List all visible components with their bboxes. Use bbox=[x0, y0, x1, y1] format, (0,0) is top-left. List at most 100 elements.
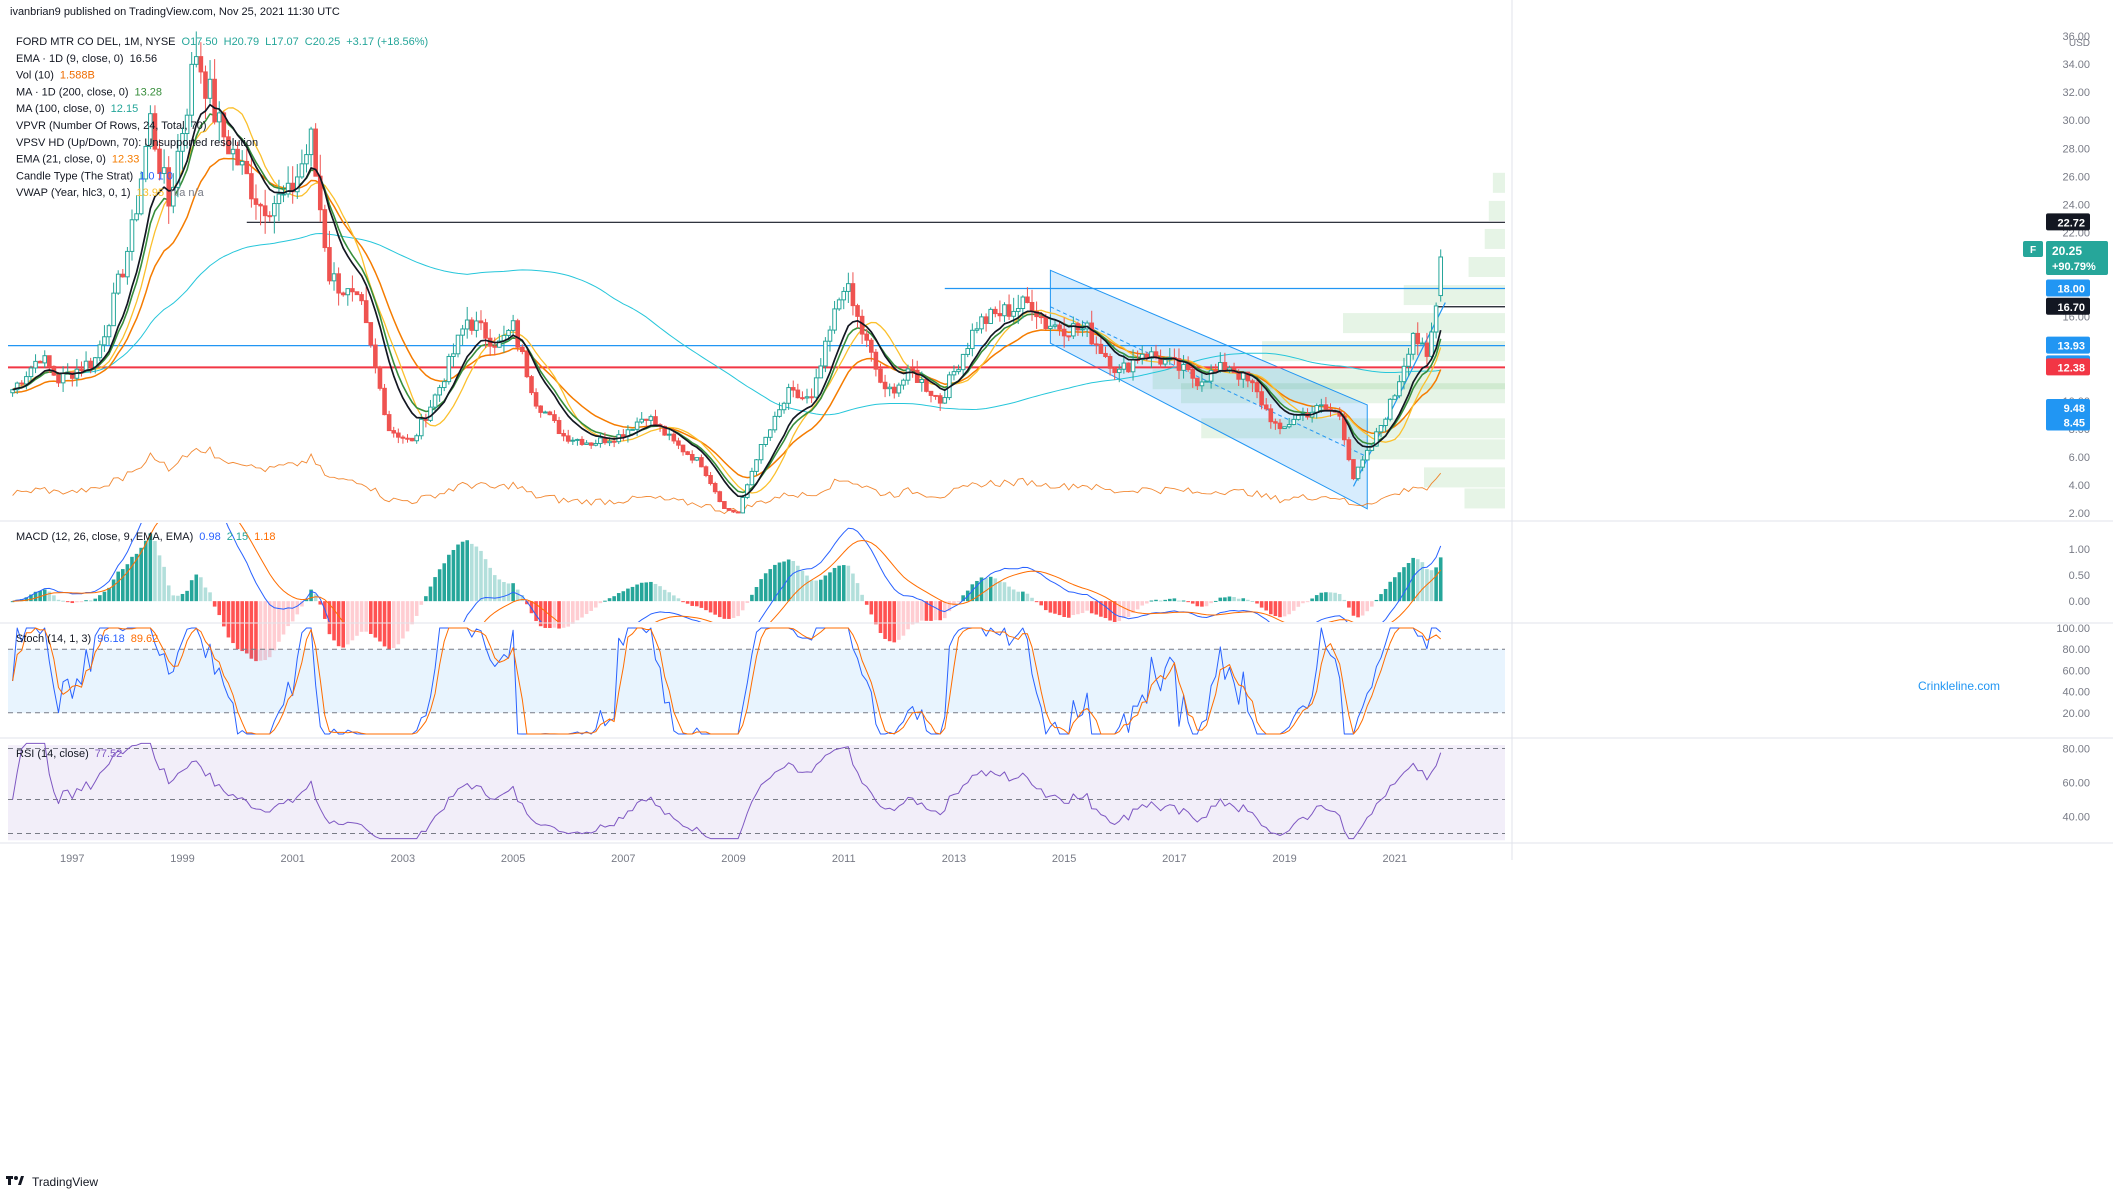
candle[interactable] bbox=[942, 397, 948, 404]
macd-bar[interactable] bbox=[254, 601, 258, 662]
candle[interactable] bbox=[510, 320, 516, 331]
macd-bar[interactable] bbox=[731, 601, 736, 618]
macd-bar[interactable] bbox=[1117, 601, 1122, 622]
macd-bar[interactable] bbox=[410, 601, 414, 625]
candle[interactable] bbox=[827, 329, 833, 342]
macd-bar[interactable] bbox=[649, 581, 653, 602]
tradingview-logo-icon[interactable] bbox=[6, 1176, 24, 1185]
candle[interactable] bbox=[1378, 425, 1384, 433]
macd-bar[interactable] bbox=[750, 594, 754, 602]
macd-bar[interactable] bbox=[29, 594, 33, 602]
macd-bar[interactable] bbox=[1172, 598, 1177, 602]
macd-bar[interactable] bbox=[616, 593, 621, 602]
macd-bar[interactable] bbox=[1076, 601, 1080, 615]
macd-bar[interactable] bbox=[469, 543, 474, 602]
macd-bar[interactable] bbox=[892, 601, 897, 643]
candle[interactable] bbox=[1121, 362, 1127, 370]
candle[interactable] bbox=[19, 382, 25, 385]
candle[interactable] bbox=[1355, 466, 1361, 480]
macd-bar[interactable] bbox=[258, 601, 263, 661]
candle[interactable] bbox=[152, 113, 158, 150]
candle[interactable] bbox=[239, 160, 245, 166]
macd-bar[interactable] bbox=[1030, 597, 1034, 602]
macd-bar[interactable] bbox=[593, 601, 598, 608]
candle[interactable] bbox=[97, 344, 103, 359]
candle[interactable] bbox=[630, 428, 635, 431]
macd-bar[interactable] bbox=[708, 601, 713, 613]
candle[interactable] bbox=[662, 425, 667, 436]
macd-bar[interactable] bbox=[479, 550, 483, 602]
macd-bar[interactable] bbox=[832, 567, 837, 602]
candle[interactable] bbox=[42, 355, 48, 364]
candle[interactable] bbox=[400, 436, 406, 439]
macd-bar[interactable] bbox=[497, 579, 502, 602]
candle[interactable] bbox=[726, 507, 732, 511]
macd-bar[interactable] bbox=[488, 567, 492, 602]
macd-bar[interactable] bbox=[378, 601, 382, 642]
macd-bar[interactable] bbox=[318, 601, 323, 605]
candle[interactable] bbox=[464, 319, 470, 330]
candle[interactable] bbox=[1103, 352, 1108, 358]
macd-bar[interactable] bbox=[107, 587, 111, 602]
price-tag[interactable] bbox=[2046, 297, 2090, 315]
candle[interactable] bbox=[1029, 302, 1035, 312]
macd-bar[interactable] bbox=[878, 601, 883, 633]
candle[interactable] bbox=[382, 387, 387, 416]
candle[interactable] bbox=[1149, 351, 1154, 359]
macd-bar[interactable] bbox=[1103, 601, 1108, 619]
candle[interactable] bbox=[474, 320, 479, 331]
macd-bar[interactable] bbox=[584, 601, 589, 615]
macd-bar[interactable] bbox=[75, 601, 79, 603]
candle[interactable] bbox=[423, 418, 429, 421]
candle[interactable] bbox=[1130, 358, 1136, 373]
candle[interactable] bbox=[1038, 316, 1044, 319]
macd-bar[interactable] bbox=[189, 580, 194, 602]
candle[interactable] bbox=[809, 396, 814, 399]
macd-bar[interactable] bbox=[65, 601, 70, 603]
macd-bar[interactable] bbox=[1016, 591, 1021, 602]
macd-bar[interactable] bbox=[442, 563, 447, 602]
macd-bar[interactable] bbox=[1204, 601, 1209, 607]
macd-bar[interactable] bbox=[933, 601, 938, 621]
candle[interactable] bbox=[1374, 431, 1379, 447]
candle[interactable] bbox=[1360, 459, 1365, 468]
candle[interactable] bbox=[772, 415, 778, 431]
candle[interactable] bbox=[1415, 332, 1421, 345]
macd-bar[interactable] bbox=[814, 580, 818, 602]
candle[interactable] bbox=[432, 394, 438, 408]
candle[interactable] bbox=[979, 316, 984, 330]
candle[interactable] bbox=[542, 411, 548, 414]
macd-bar[interactable] bbox=[1388, 581, 1392, 602]
candle[interactable] bbox=[340, 292, 346, 296]
candle[interactable] bbox=[1346, 439, 1352, 461]
macd-bar[interactable] bbox=[1236, 598, 1241, 602]
candle[interactable] bbox=[1176, 358, 1182, 371]
candle[interactable] bbox=[680, 444, 686, 453]
candle[interactable] bbox=[836, 299, 842, 310]
macd-bar[interactable] bbox=[979, 577, 984, 602]
macd-bar[interactable] bbox=[1246, 599, 1250, 602]
macd-bar[interactable] bbox=[428, 586, 433, 602]
macd-bar[interactable] bbox=[1241, 598, 1246, 602]
macd-bar[interactable] bbox=[401, 601, 405, 639]
candle[interactable] bbox=[529, 376, 534, 394]
candle[interactable] bbox=[33, 360, 38, 369]
candle[interactable] bbox=[1217, 362, 1223, 371]
macd-bar[interactable] bbox=[1374, 599, 1379, 602]
candle[interactable] bbox=[1112, 367, 1117, 374]
candle[interactable] bbox=[1190, 369, 1196, 379]
candle[interactable] bbox=[276, 193, 282, 205]
macd-bar[interactable] bbox=[19, 599, 24, 602]
candle[interactable] bbox=[1424, 342, 1430, 357]
candle[interactable] bbox=[1098, 343, 1104, 354]
macd-bar[interactable] bbox=[534, 601, 538, 622]
candle[interactable] bbox=[988, 308, 993, 324]
macd-bar[interactable] bbox=[942, 601, 947, 619]
candle[interactable] bbox=[965, 348, 971, 355]
macd-bar[interactable] bbox=[502, 582, 506, 602]
macd-bar[interactable] bbox=[1048, 601, 1053, 613]
candle[interactable] bbox=[28, 367, 34, 378]
macd-bar[interactable] bbox=[419, 601, 424, 605]
macd-bar[interactable] bbox=[561, 601, 566, 628]
macd-bar[interactable] bbox=[699, 601, 704, 608]
